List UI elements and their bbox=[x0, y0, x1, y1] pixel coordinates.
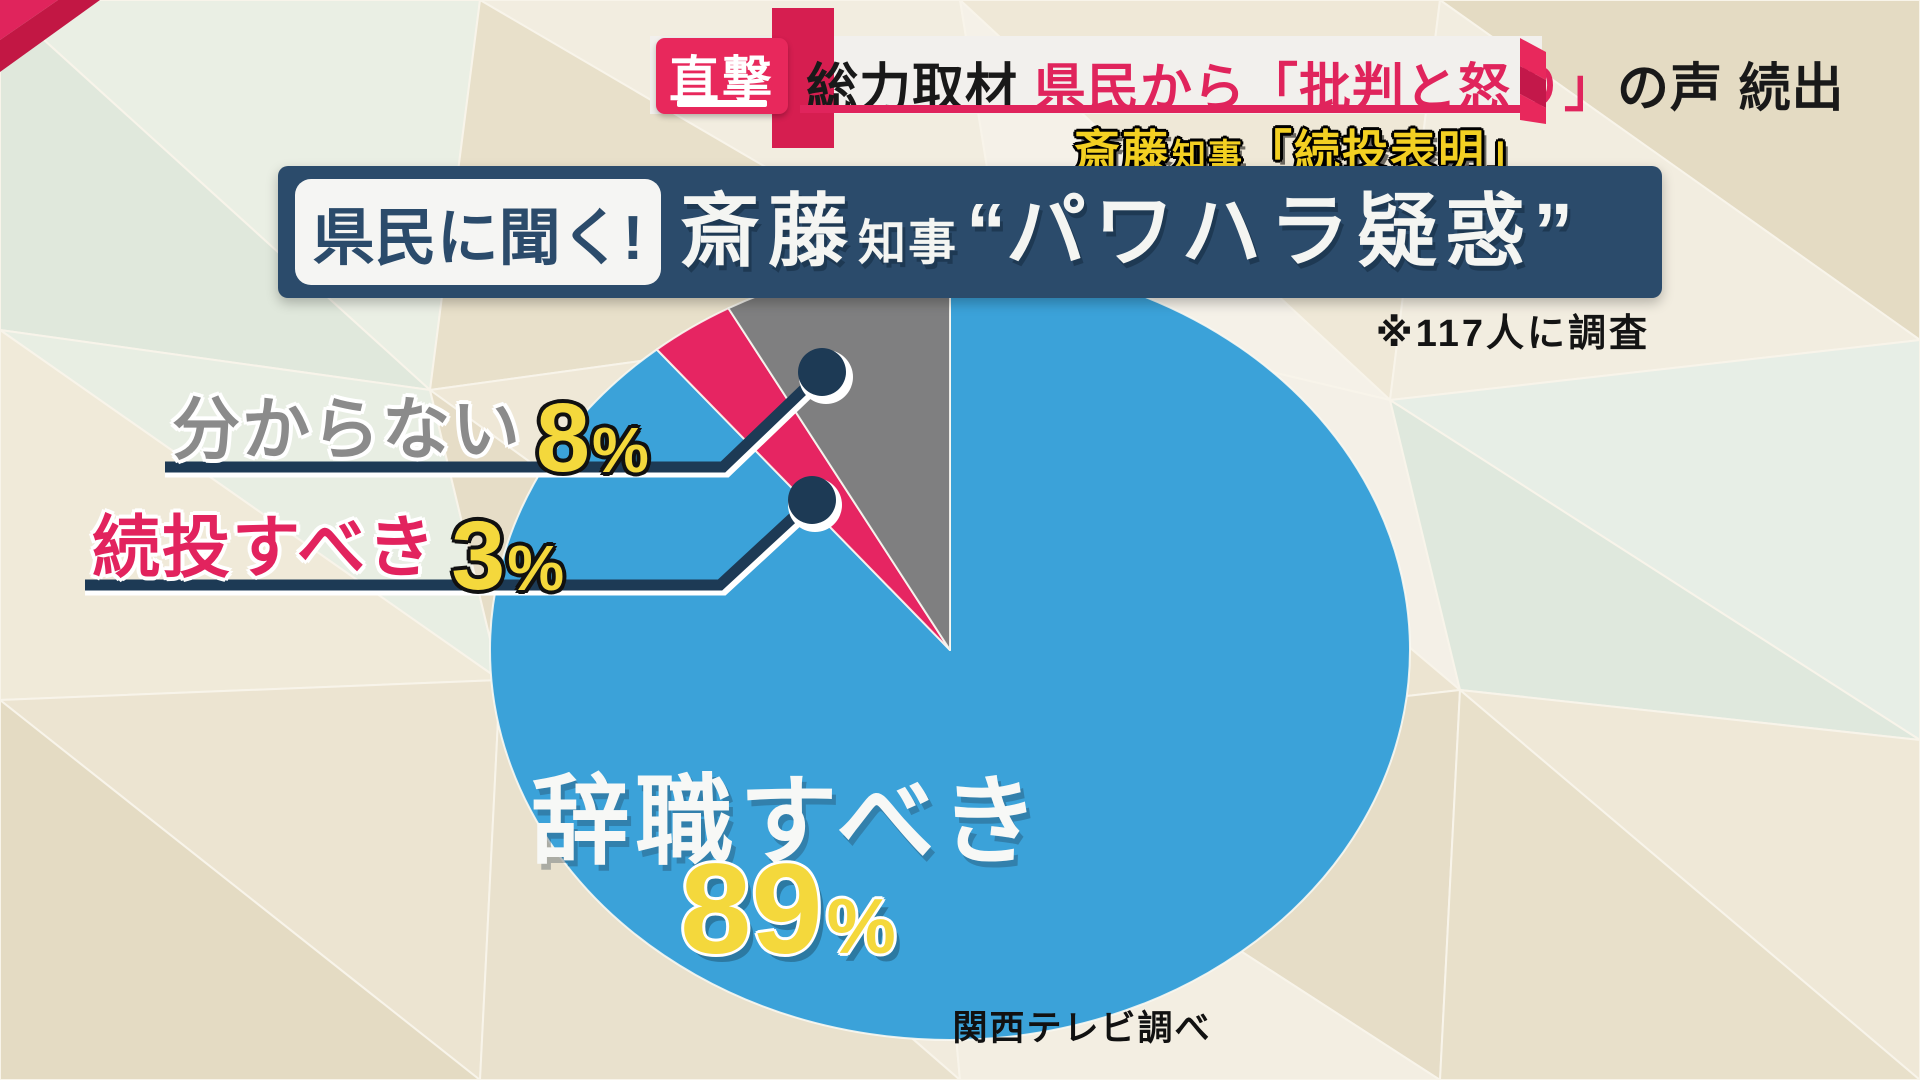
title-quote-open: “ bbox=[966, 187, 1007, 276]
callout-unknown: 分からない 8 % bbox=[172, 374, 649, 492]
callout-unknown-label: 分からない bbox=[172, 392, 523, 468]
corner-ribbon-topleft bbox=[0, 0, 100, 72]
callout-continue-unit: % bbox=[507, 532, 565, 605]
title-bar: 県民に聞く! 斎藤 知事 “ パワハラ疑惑 ” bbox=[278, 166, 1662, 298]
title-name-suffix: 知事 bbox=[858, 217, 959, 270]
pie-main-value-unit: % bbox=[826, 882, 896, 970]
source-note: 関西テレビ調べ bbox=[952, 1009, 1212, 1048]
badge-underline bbox=[677, 100, 767, 107]
leader-dot-unknown bbox=[798, 348, 846, 396]
title-text: 斎藤 知事 “ パワハラ疑惑 ” bbox=[680, 166, 1573, 298]
pie-main-label: 辞職すべき bbox=[531, 766, 1045, 876]
callout-unknown-unit: % bbox=[591, 414, 649, 487]
title-tag-box: 県民に聞く! bbox=[295, 179, 661, 285]
survey-sample-note: ※117人に調査 bbox=[1375, 313, 1650, 355]
leader-line-unknown bbox=[165, 368, 826, 473]
header-badge-label: 直撃 bbox=[669, 52, 775, 108]
headline-black-2: の声 続出 bbox=[1617, 60, 1845, 118]
callout-continue-value: 3 bbox=[451, 500, 506, 610]
callout-continue-label: 続投すべき bbox=[92, 510, 438, 586]
leader-lines bbox=[85, 348, 853, 596]
leader-dot-continue bbox=[788, 476, 836, 524]
callout-unknown-value: 8 bbox=[536, 382, 590, 492]
title-quote-close: ” bbox=[1533, 187, 1574, 276]
title-tag-label: 県民に聞く! bbox=[312, 204, 644, 273]
pie-main-value: 89 % bbox=[680, 846, 896, 974]
header-badge: 直撃 bbox=[656, 38, 788, 114]
callout-continue: 続投すべき 3 % bbox=[92, 492, 565, 610]
headline-underline bbox=[800, 105, 1526, 113]
title-topic: パワハラ疑惑 bbox=[1006, 187, 1534, 276]
pie-main-value-number: 89 bbox=[680, 838, 823, 981]
title-name: 斎藤 bbox=[680, 187, 856, 276]
leader-line-continue bbox=[85, 495, 816, 591]
ribbon-fold-icon bbox=[1520, 38, 1546, 124]
